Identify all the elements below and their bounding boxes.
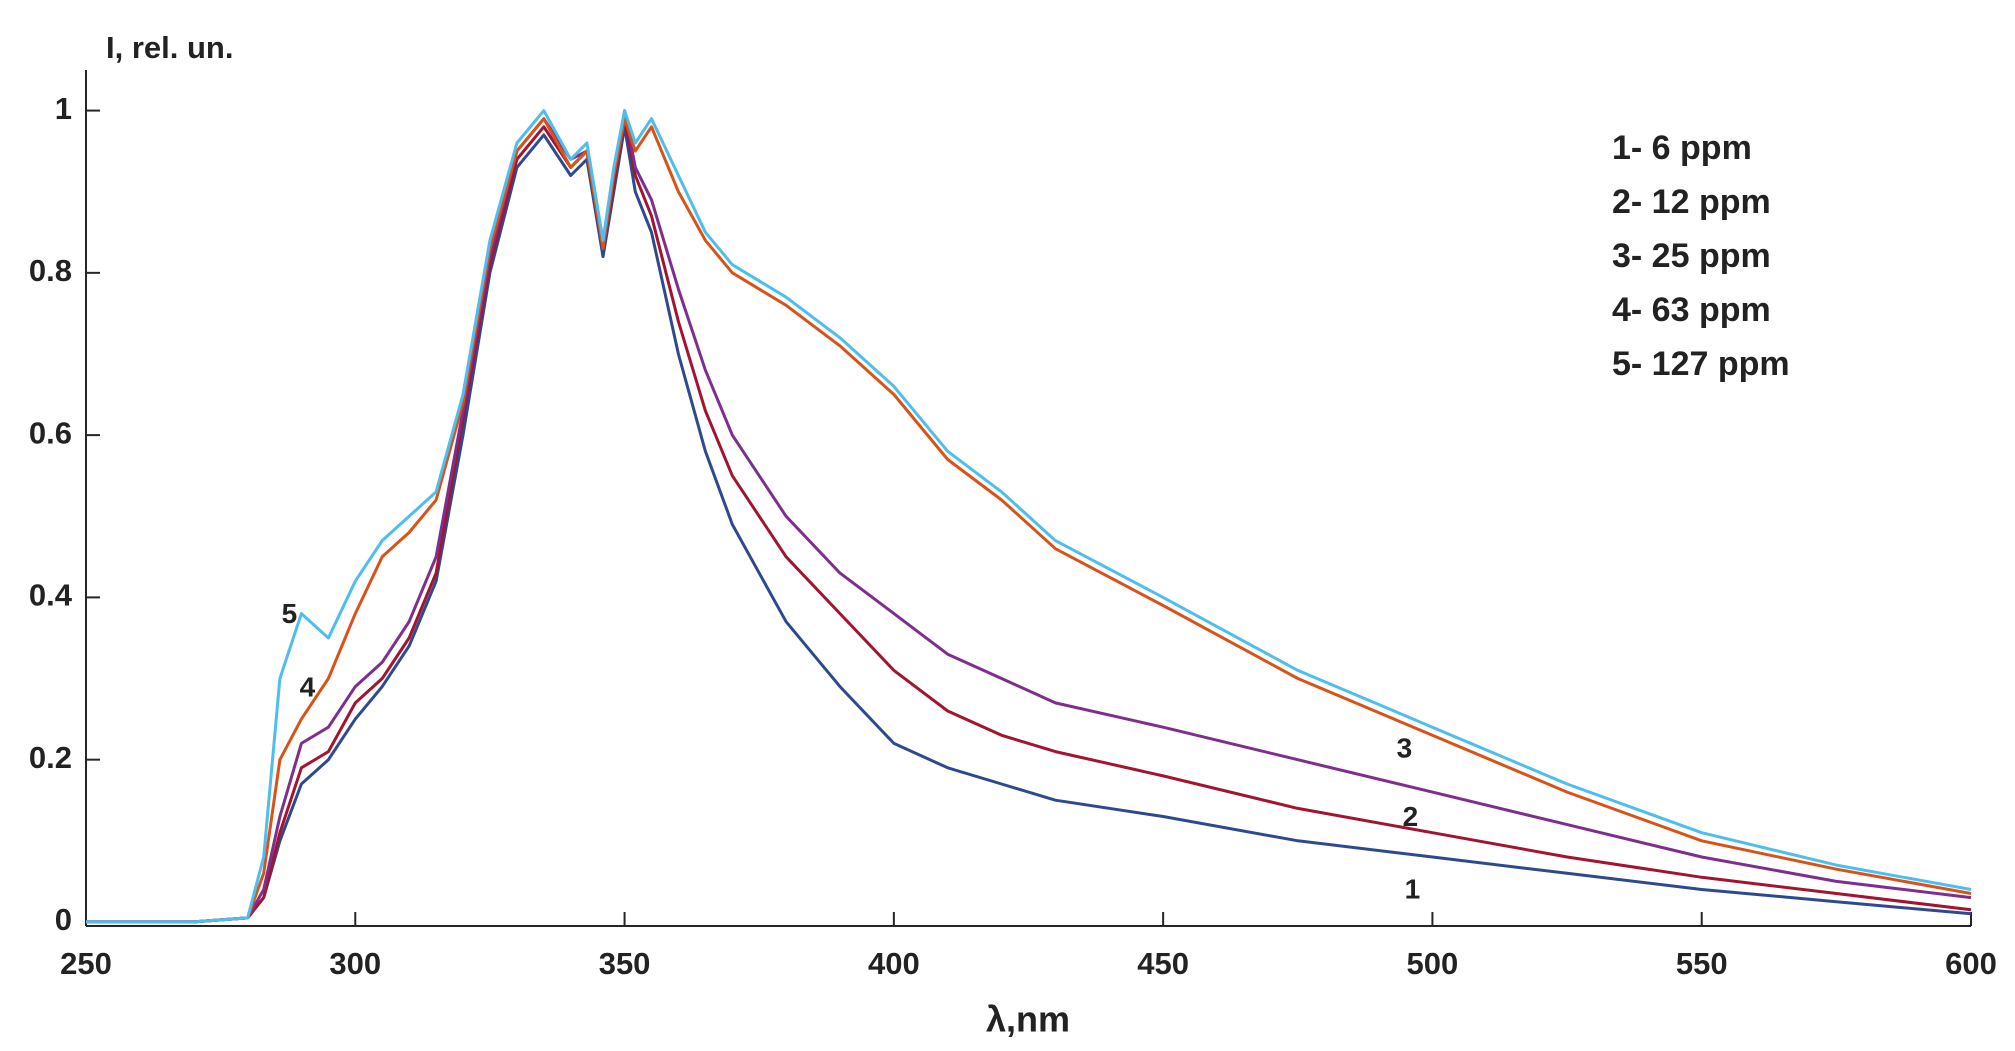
- x-tick-label: 400: [868, 946, 920, 981]
- x-tick-label: 250: [60, 946, 112, 981]
- curve-label: 1: [1405, 873, 1421, 904]
- x-tick-label: 350: [599, 946, 651, 981]
- spectrum-line: [86, 109, 1972, 924]
- curve-label: 4: [300, 671, 316, 702]
- y-tick-label: 0.8: [29, 253, 72, 288]
- curve-label: 5: [282, 598, 298, 629]
- x-tick-label: 550: [1676, 946, 1728, 981]
- legend-entry: 2- 12 ppm: [1612, 183, 1771, 221]
- legend-entry: 1- 6 ppm: [1612, 129, 1752, 167]
- y-tick-label: 0.6: [29, 415, 72, 450]
- y-tick-label: 0: [55, 902, 72, 937]
- x-tick-label: 600: [1945, 946, 1997, 981]
- x-tick-label: 450: [1137, 946, 1189, 981]
- legend-entry: 3- 25 ppm: [1612, 237, 1771, 275]
- legend-entry: 5- 127 ppm: [1612, 345, 1790, 383]
- x-tick-label: 300: [329, 946, 381, 981]
- y-tick-label: 0.4: [29, 578, 73, 613]
- y-axis-label: I, rel. un.: [106, 30, 233, 65]
- legend-entry: 4- 63 ppm: [1612, 291, 1771, 329]
- x-tick-label: 500: [1407, 946, 1459, 981]
- y-tick-label: 0.2: [29, 740, 72, 775]
- x-axis-label: λ,nm: [986, 999, 1070, 1040]
- curve-label: 3: [1397, 733, 1413, 764]
- curve-label: 2: [1403, 801, 1419, 832]
- y-tick-label: 1: [55, 91, 72, 126]
